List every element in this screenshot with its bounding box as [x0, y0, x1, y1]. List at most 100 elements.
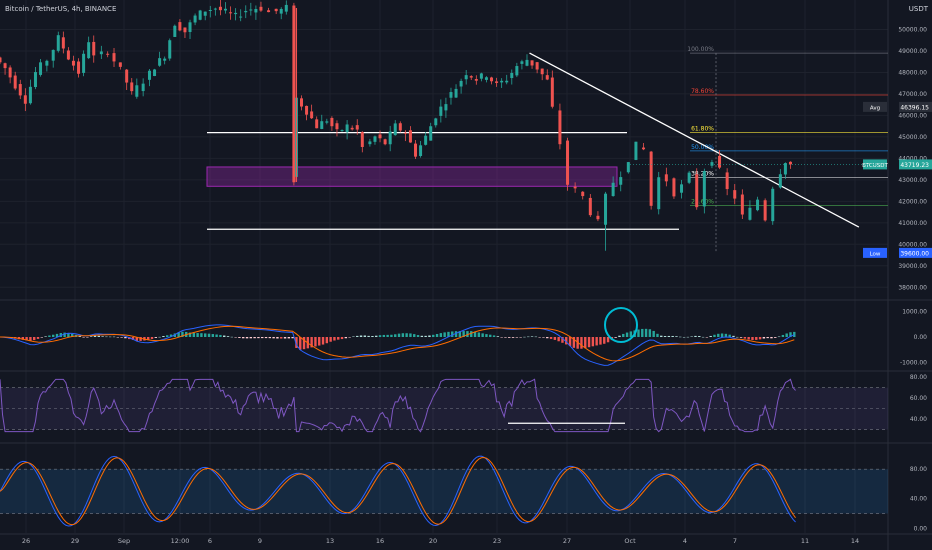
macd-histogram-bar	[599, 337, 602, 345]
time-tick-label: 20	[429, 537, 437, 545]
macd-histogram-bar	[109, 336, 112, 338]
candle-body	[581, 191, 585, 197]
macd-histogram-bar	[755, 337, 758, 340]
macd-histogram-bar	[162, 336, 165, 337]
macd-histogram-bar	[363, 335, 367, 337]
macd-histogram-bar	[473, 331, 477, 337]
macd-histogram-bar	[169, 334, 173, 337]
supply-demand-zone	[206, 166, 618, 187]
candle-body	[130, 82, 134, 92]
macd-histogram-bar	[25, 337, 28, 341]
candle-body	[520, 61, 524, 64]
candle-body	[505, 80, 509, 83]
symbol-title[interactable]: Bitcoin / TetherUS, 4h, BINANCE	[5, 5, 117, 13]
avg-tag-label: Avg	[870, 105, 880, 111]
stoch-tick-label: 80.00	[910, 466, 927, 473]
macd-histogram-bar	[234, 337, 237, 338]
candle-body	[51, 49, 55, 61]
candle-body	[424, 135, 428, 145]
candle-body	[611, 182, 615, 197]
candle-body	[479, 73, 483, 79]
candle-body	[23, 95, 27, 104]
candle-body	[355, 125, 359, 130]
candle-body	[783, 163, 787, 175]
macd-histogram-bar	[542, 337, 545, 338]
time-tick-label: Oct	[624, 537, 636, 545]
macd-histogram-bar	[679, 336, 682, 338]
macd-histogram-bar	[52, 334, 55, 337]
macd-histogram-bar	[321, 337, 325, 345]
macd-tick-label: 1000.00	[902, 309, 927, 316]
candle-body	[153, 69, 157, 77]
macd-histogram-bar	[717, 333, 720, 337]
macd-line	[0, 324, 795, 366]
macd-histogram-bar	[622, 333, 625, 337]
candle-body	[33, 72, 37, 88]
macd-histogram-bar	[378, 335, 382, 337]
price-tick-label: 43000.00	[898, 177, 927, 184]
macd-histogram-bar	[413, 334, 416, 337]
macd-histogram-bar	[496, 336, 500, 337]
candle-body	[183, 27, 187, 33]
rsi-tick-label: 60.00	[910, 395, 927, 402]
macd-histogram-bar	[67, 332, 70, 337]
macd-histogram-bar	[432, 334, 435, 337]
macd-histogram-bar	[200, 333, 203, 337]
candle-body	[748, 207, 752, 220]
candle-body	[168, 40, 172, 59]
macd-histogram-bar	[223, 335, 226, 337]
macd-histogram-bar	[675, 336, 678, 337]
macd-histogram-bar	[553, 337, 557, 340]
price-tick-label: 48000.00	[898, 69, 927, 76]
macd-histogram-bar	[276, 337, 279, 339]
low-tag-bg	[863, 247, 887, 258]
candle-body	[267, 10, 271, 13]
macd-histogram-bar	[724, 333, 728, 337]
candle-body	[0, 57, 2, 63]
candle-body	[373, 136, 377, 142]
macd-histogram-bar	[485, 334, 488, 337]
candle-body	[71, 60, 75, 66]
candle-body	[725, 172, 729, 190]
candle-body	[39, 62, 43, 75]
candle-body	[320, 121, 324, 129]
candle-body	[573, 186, 577, 189]
candle-body	[680, 184, 684, 193]
macd-histogram-bar	[352, 336, 355, 337]
macd-histogram-bar	[781, 334, 785, 337]
price-tick-label: 50000.00	[898, 26, 927, 33]
macd-histogram-bar	[253, 337, 256, 339]
candle-body	[99, 51, 103, 55]
candle-body	[695, 174, 699, 208]
macd-histogram-bar	[356, 335, 359, 337]
macd-histogram-bar	[314, 337, 317, 347]
macd-histogram-bar	[447, 331, 450, 337]
macd-histogram-bar	[405, 333, 408, 337]
macd-histogram-bar	[466, 331, 469, 337]
candle-body	[429, 126, 433, 141]
candle-body	[87, 42, 91, 59]
macd-histogram-bar	[656, 333, 659, 337]
candle-body	[77, 61, 81, 74]
candle-body	[566, 140, 570, 185]
time-tick-label: 7	[733, 537, 737, 545]
macd-tick-label: -1000.00	[900, 359, 927, 366]
macd-histogram-bar	[789, 332, 792, 337]
candle-body	[147, 70, 151, 80]
candle-body	[112, 53, 116, 62]
candle-body	[469, 76, 473, 78]
macd-histogram-bar	[261, 337, 264, 339]
macd-histogram-bar	[131, 337, 135, 340]
macd-histogram-bar	[29, 337, 32, 341]
candle-body	[634, 141, 638, 160]
macd-signal-line	[0, 325, 795, 362]
macd-histogram-bar	[458, 331, 462, 337]
candle-body	[642, 147, 646, 150]
candle-body	[234, 12, 238, 15]
low-value: 39600.00	[900, 250, 929, 257]
macd-histogram-bar	[344, 337, 348, 339]
last-price-value: 43719.23	[900, 162, 929, 169]
macd-histogram-bar	[371, 336, 374, 337]
